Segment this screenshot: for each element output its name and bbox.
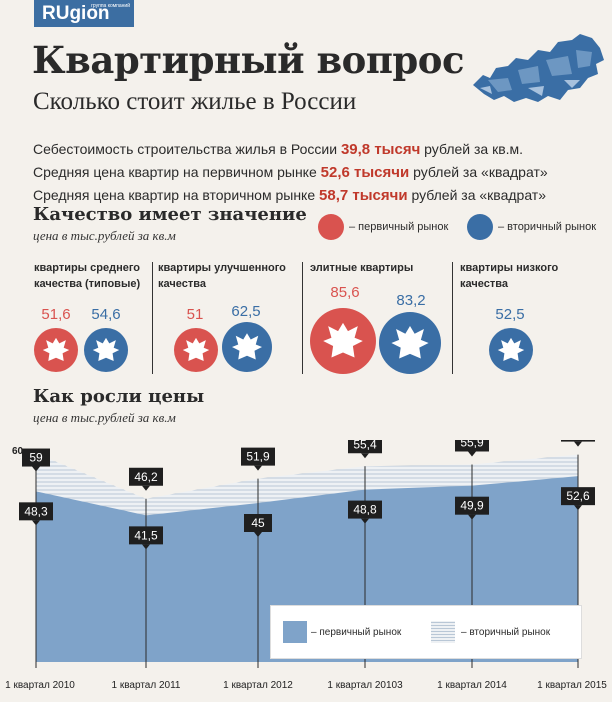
data-label-primary-bg	[348, 500, 382, 519]
data-label-secondary-bg	[455, 440, 489, 452]
data-label-secondary: 51,9	[246, 450, 270, 464]
data-label-primary-pointer	[361, 518, 369, 524]
data-label-secondary-pointer	[468, 451, 476, 457]
coin-icon	[34, 328, 78, 372]
category-label: элитные квартиры	[310, 262, 414, 274]
data-label-primary-bg	[561, 487, 595, 506]
data-label-primary-pointer	[468, 514, 476, 520]
legend-primary: – первичный рынок	[318, 214, 448, 240]
stat-value: 52,6 тысячи	[320, 164, 410, 181]
data-label-secondary-pointer	[32, 466, 40, 472]
data-label-primary: 48,8	[353, 503, 377, 517]
page-subtitle: Сколько стоит жилье в России	[33, 88, 357, 115]
data-label-secondary: 55,4	[353, 440, 377, 451]
data-label-secondary-bg	[241, 447, 275, 466]
data-label-primary-pointer	[254, 532, 262, 537]
data-label-primary: 48,3	[24, 504, 48, 518]
chart-legend: – первичный рынок – вторичный рынок	[270, 605, 582, 659]
price-primary: 85,6	[330, 284, 360, 301]
stat-post: рублей за «квадрат»	[411, 187, 546, 203]
coin-icon	[379, 312, 441, 374]
stat-line-cost: Себестоимость строительства жилья в Росс…	[33, 138, 548, 161]
data-label-secondary-bg	[22, 448, 50, 467]
coin-icon	[174, 328, 218, 372]
data-label-secondary: 55,9	[460, 440, 484, 449]
data-label-secondary-pointer	[142, 485, 150, 491]
stat-post: рублей за «квадрат»	[413, 164, 548, 180]
legend-swatch-secondary	[431, 621, 455, 643]
data-label-primary: 52,6	[566, 489, 590, 503]
stat-pre: Средняя цена квартир на первичном рынке	[33, 164, 317, 180]
data-label-primary-bg	[455, 496, 489, 515]
divider	[302, 262, 303, 374]
stat-value: 39,8 тысяч	[340, 141, 421, 158]
stat-line-primary: Средняя цена квартир на первичном рынке …	[33, 161, 548, 184]
stat-pre: Средняя цена квартир на вторичном рынке	[33, 187, 316, 203]
x-tick-label: 1 квартал 2010	[5, 680, 75, 691]
coin-icon	[318, 214, 344, 240]
stat-post: рублей за кв.м.	[424, 141, 524, 157]
data-label-secondary-bg	[561, 440, 595, 442]
divider	[152, 262, 153, 374]
price-growth-chart: 605946,251,955,455,958,748,341,54548,849…	[5, 440, 607, 691]
data-label-primary-pointer	[142, 544, 150, 550]
coin-icon	[84, 328, 128, 372]
price-secondary: 54,6	[91, 306, 121, 323]
quality-title: Качество имеет значение	[33, 204, 307, 225]
data-label-primary-pointer	[32, 520, 40, 526]
stat-value: 58,7 тысячи	[319, 187, 408, 204]
price-secondary: 62,5	[231, 303, 261, 320]
data-label-primary-bg	[19, 502, 53, 521]
legend-secondary: – вторичный рынок	[467, 214, 596, 240]
logo-small-text: группа компаний	[91, 3, 130, 9]
russia-map-icon	[473, 34, 604, 102]
price-secondary: 83,2	[396, 292, 426, 309]
price-primary: 51,6	[41, 306, 71, 323]
logo: RUgion группа компаний	[34, 0, 134, 27]
data-label-primary: 49,9	[460, 499, 484, 513]
data-label-secondary-pointer	[361, 453, 369, 459]
x-tick-label: 1 квартал 20103	[327, 680, 403, 691]
x-tick-label: 1 квартал 2012	[223, 680, 293, 691]
price-primary: 51	[186, 306, 204, 323]
category-label: квартиры улучшенного качества	[158, 262, 286, 290]
coin-icon	[467, 214, 493, 240]
y-tick-label: 60	[12, 446, 24, 457]
coin-icon	[310, 308, 376, 374]
stats-block: Себестоимость строительства жилья в Росс…	[33, 138, 548, 207]
category-label: квартиры среднего качества (типовые)	[34, 262, 141, 290]
legend-secondary-label: – вторичный рынок	[498, 221, 597, 233]
data-label-primary: 41,5	[134, 528, 158, 542]
legend-label-primary: – первичный рынок	[311, 627, 402, 638]
data-label-primary: 45	[251, 516, 265, 530]
legend-swatch-primary	[283, 621, 307, 643]
data-label-secondary: 46,2	[134, 470, 158, 484]
data-label-secondary-bg	[348, 440, 382, 454]
data-label-secondary-pointer	[254, 465, 262, 471]
page-title: Квартирный вопрос	[32, 38, 465, 82]
data-label-secondary-bg	[129, 467, 163, 486]
growth-subtitle: цена в тыс.рублей за кв.м	[33, 410, 176, 425]
legend-primary-label: – первичный рынок	[349, 221, 449, 233]
data-label-primary-pointer	[574, 505, 582, 511]
price-secondary: 52,5	[495, 306, 525, 323]
coin-icon	[489, 328, 533, 372]
x-tick-label: 1 квартал 2011	[112, 680, 181, 691]
legend-label-secondary: – вторичный рынок	[461, 627, 551, 638]
logo-text: RUgion	[42, 3, 110, 24]
x-tick-label: 1 квартал 2015	[537, 680, 607, 691]
data-label-secondary: 59	[29, 451, 43, 465]
category-label: квартиры низкого качества	[460, 262, 559, 290]
stat-line-secondary: Средняя цена квартир на вторичном рынке …	[33, 184, 548, 207]
stat-pre: Себестоимость строительства жилья в Росс…	[33, 141, 338, 157]
growth-title: Как росли цены	[33, 386, 205, 407]
x-tick-label: 1 квартал 2014	[437, 680, 507, 691]
coin-icon	[222, 322, 272, 372]
data-label-primary-bg	[244, 514, 272, 532]
quality-subtitle: цена в тыс.рублей за кв.м	[33, 228, 176, 243]
divider	[452, 262, 453, 374]
data-label-secondary-pointer	[574, 441, 582, 447]
data-label-primary-bg	[129, 526, 163, 545]
